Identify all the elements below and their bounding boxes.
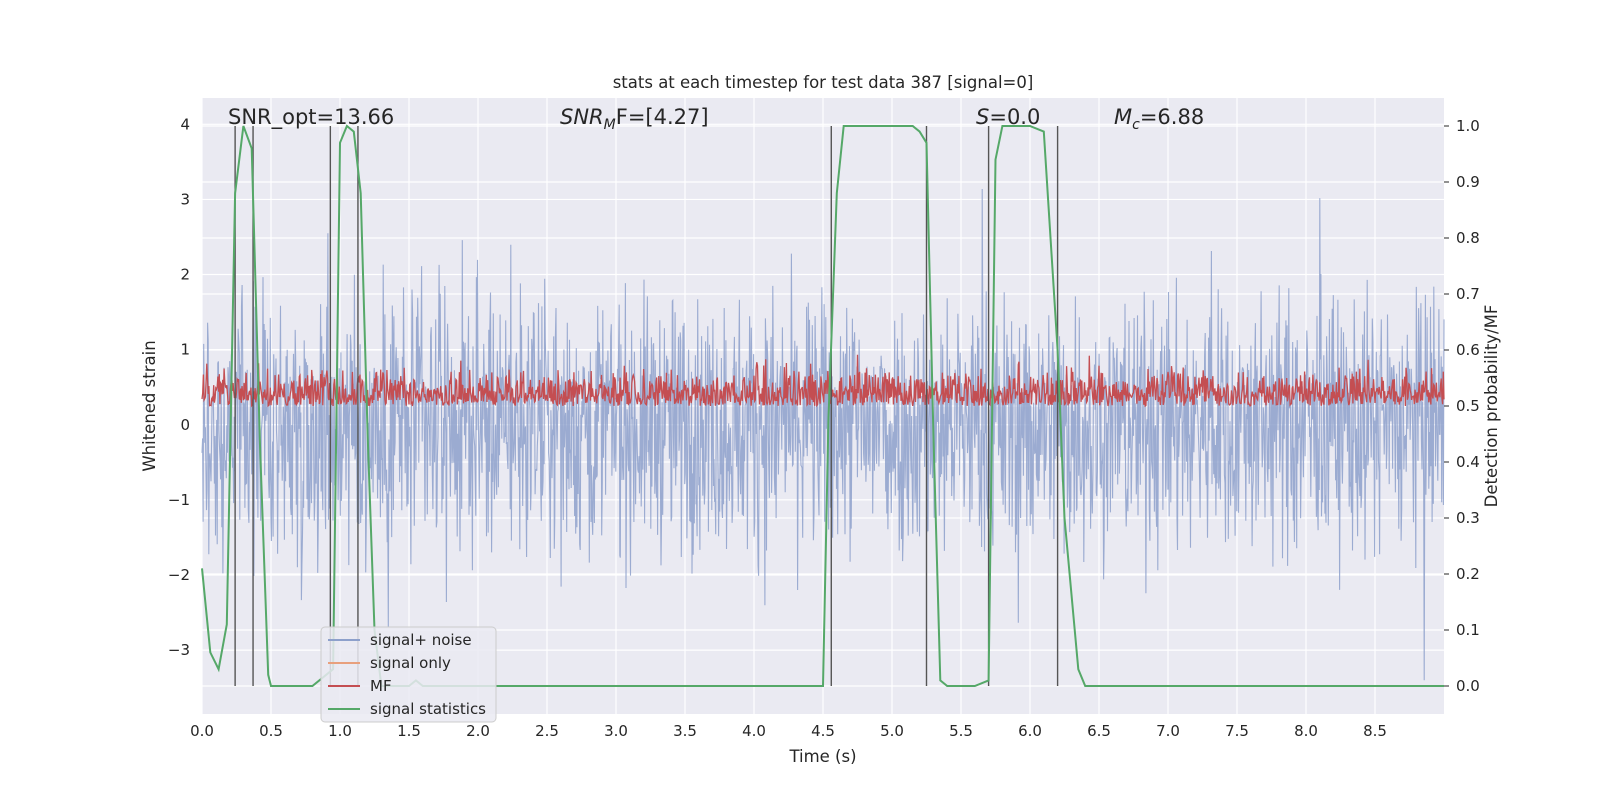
- annotation-s-base: S: [976, 105, 989, 129]
- mf-series: [201, 354, 1445, 408]
- y-tick-label: −1: [168, 491, 190, 509]
- annotation-mc: Mc=6.88: [1114, 105, 1204, 133]
- x-tick-label: 2.0: [466, 722, 490, 740]
- y-tick-label: 3: [180, 190, 190, 208]
- y2-tick-label: 0.9: [1456, 173, 1480, 191]
- annotation-mc-sub: c: [1132, 117, 1140, 133]
- annotation-snr-mf: SNRMF=[4.27]: [560, 105, 709, 133]
- x-tick-label: 8.0: [1294, 722, 1318, 740]
- x-tick-label: 8.5: [1363, 722, 1387, 740]
- x-tick-label: 6.0: [1018, 722, 1042, 740]
- y2-tick-label: 0.6: [1456, 341, 1480, 359]
- x-tick-label: 3.5: [673, 722, 697, 740]
- y2-tick-label: 0.4: [1456, 453, 1480, 471]
- y-tick-label: 2: [180, 266, 190, 284]
- x-tick-label: 1.0: [328, 722, 352, 740]
- signal-statistics-line: [201, 124, 1444, 687]
- legend: signal+ noise signal only MF signal stat…: [320, 626, 497, 723]
- y-tick-label: 1: [180, 341, 190, 359]
- legend-box: [320, 626, 497, 723]
- x-tick-label: 4.5: [811, 722, 835, 740]
- x-tick-label: 1.5: [397, 722, 421, 740]
- x-tick-label: 4.0: [742, 722, 766, 740]
- signal-plus-noise-series: [201, 188, 1445, 681]
- y2-tick-label: 0.8: [1456, 229, 1480, 247]
- ticks: 0.0 0.5 1.0 1.5 2.0 2.5 3.0 3.5 4.0 4.5 5.0 5.5 6.0 6…: [168, 115, 1480, 740]
- chart-title: stats at each timestep for test data 387…: [613, 73, 1034, 92]
- x-tick-label: 7.5: [1225, 722, 1249, 740]
- y2-tick-label: 0.0: [1456, 677, 1480, 695]
- legend-label-signal-plus-noise: signal+ noise: [370, 631, 472, 649]
- y-axis-title: Whitened strain: [140, 340, 159, 471]
- x-tick-label: 5.5: [949, 722, 973, 740]
- y-tick-label: 4: [180, 115, 190, 133]
- annotation-snr-opt: SNR_opt=13.66: [228, 105, 394, 130]
- signal-statistics-series: [201, 124, 1444, 687]
- x-tick-label: 3.0: [604, 722, 628, 740]
- x-tick-label: 5.0: [880, 722, 904, 740]
- annotation-mc-base: M: [1114, 105, 1132, 129]
- annotation-snr-mf-rest: F=[4.27]: [616, 105, 709, 129]
- annotation-snr-mf-base: SNR: [560, 105, 604, 129]
- mf-line: [201, 354, 1445, 408]
- y2-tick-label: 0.3: [1456, 509, 1480, 527]
- y2-tick-label: 0.1: [1456, 621, 1480, 639]
- x-tick-label: 0.0: [190, 722, 214, 740]
- y2-tick-label: 0.2: [1456, 565, 1480, 583]
- x-tick-label: 6.5: [1087, 722, 1111, 740]
- x-tick-label: 0.5: [259, 722, 283, 740]
- annotation-snr-mf-sub: M: [604, 117, 616, 133]
- y2-tick-label: 1.0: [1456, 117, 1480, 135]
- legend-label-signal-only: signal only: [370, 654, 451, 672]
- annotation-mc-rest: =6.88: [1140, 105, 1204, 129]
- x-tick-label: 2.5: [535, 722, 559, 740]
- annotation-s-rest: =0.0: [989, 105, 1040, 129]
- x-tick-label: 7.0: [1156, 722, 1180, 740]
- y2-axis-title: Detection probability/MF: [1482, 305, 1501, 508]
- x-axis-title: Time (s): [788, 747, 856, 766]
- marker-lines: [234, 126, 1059, 686]
- y-tick-label: −3: [168, 641, 190, 659]
- y2-tick-label: 0.5: [1456, 397, 1480, 415]
- annotation-s: S=0.0: [976, 105, 1040, 129]
- y-tick-label: −2: [168, 566, 190, 584]
- legend-label-mf: MF: [370, 677, 392, 695]
- y-tick-label: 0: [180, 416, 190, 434]
- signal-plus-noise-line: [201, 188, 1445, 681]
- legend-label-signal-statistics: signal statistics: [370, 700, 486, 718]
- y2-tick-label: 0.7: [1456, 285, 1480, 303]
